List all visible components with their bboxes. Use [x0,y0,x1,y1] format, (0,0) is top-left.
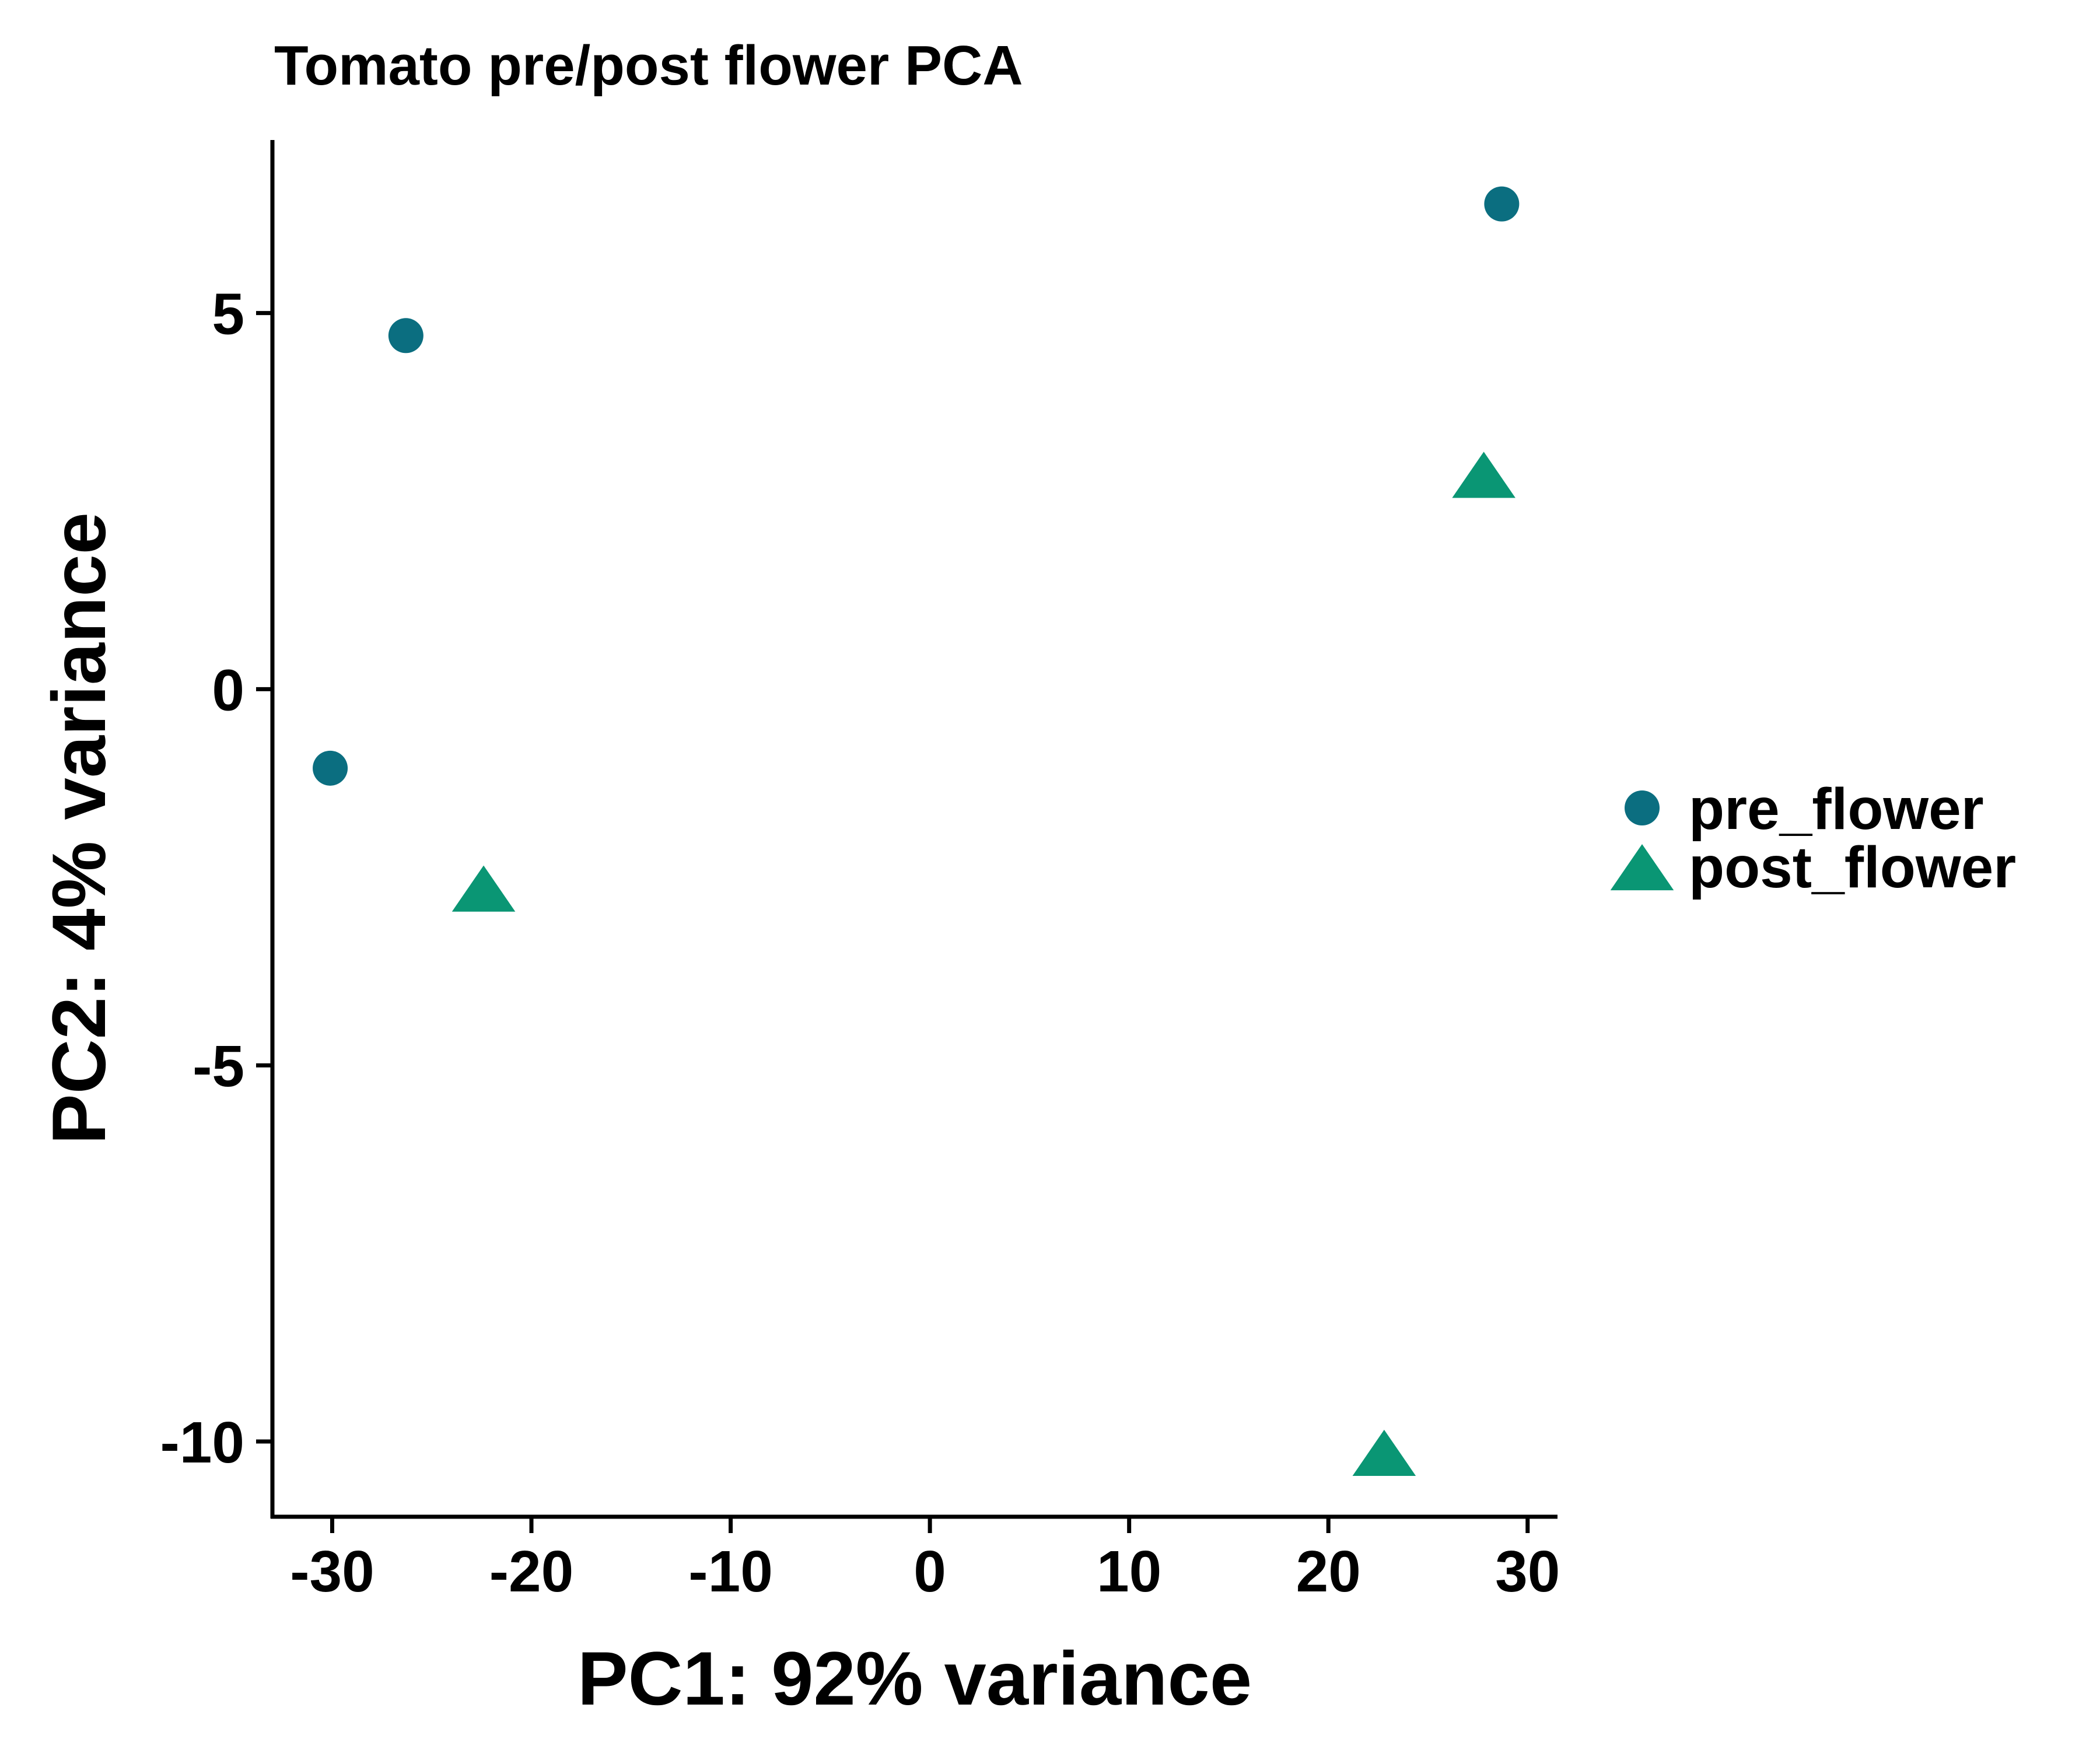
post-flower-point [452,865,516,912]
legend-post-flower-key [1610,844,1674,891]
x-tick-label: 30 [1495,1539,1560,1604]
y-tick-label: -10 [160,1410,244,1475]
x-tick-label: -20 [489,1539,574,1604]
axes [270,140,1558,1519]
data-points [313,186,1520,1476]
x-tick-label: 0 [914,1539,946,1604]
post-flower-point [1352,1429,1416,1476]
y-axis-label: PC2: 4% variance [36,512,121,1145]
legend-post-flower-label: post_flower [1689,835,2016,900]
x-ticks: -30 -20 -10 0 10 20 30 [290,1517,1560,1604]
y-tick-label: 0 [212,657,244,723]
y-ticks: -10 -5 0 5 [160,282,272,1475]
x-tick-label: 20 [1296,1539,1361,1604]
pre-flower-point [388,318,424,354]
x-tick-label: 10 [1097,1539,1161,1604]
post-flower-point [1452,452,1516,498]
x-axis-label: PC1: 92% variance [578,1636,1252,1721]
chart-title: Tomato pre/post flower PCA [274,34,1023,97]
y-tick-label: -5 [192,1034,244,1099]
legend-pre-flower-key [1625,790,1660,825]
pre-flower-point [1484,186,1520,222]
legend-pre-flower-label: pre_flower [1689,776,1984,842]
y-tick-label: 5 [212,282,244,347]
pre-flower-point [313,750,348,786]
x-tick-label: -30 [290,1539,374,1604]
x-tick-label: -10 [688,1539,773,1604]
